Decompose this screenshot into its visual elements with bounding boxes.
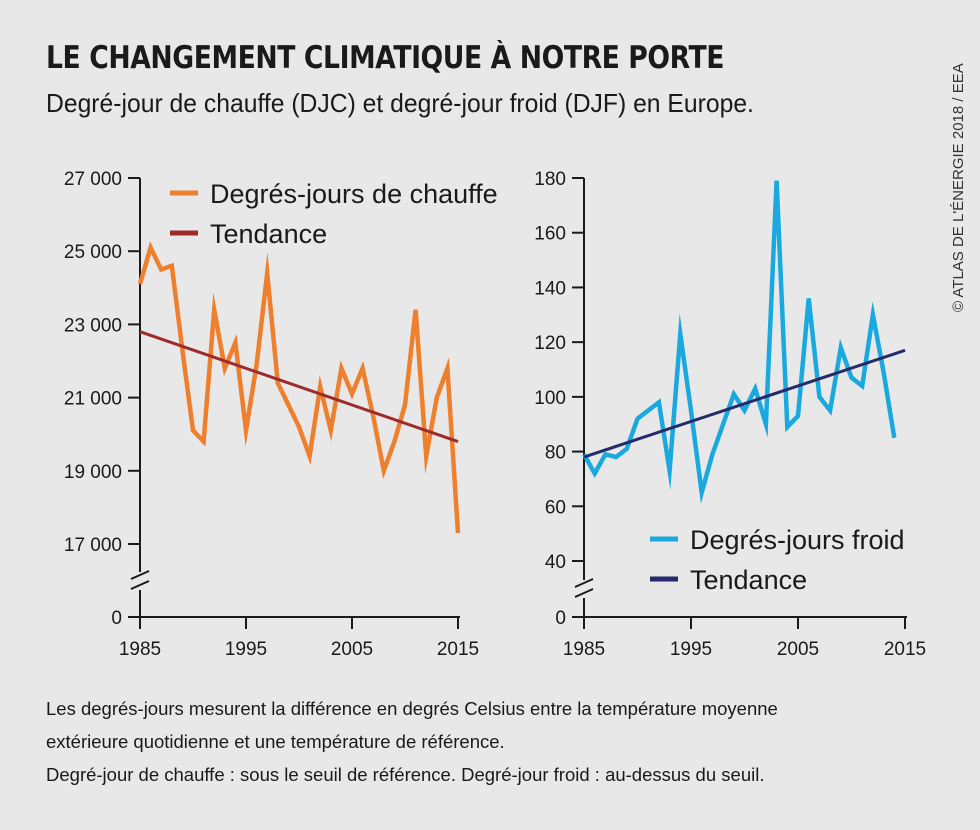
djf-y-tick-label: 160: [534, 224, 566, 245]
djc-y-tick-label: 23 000: [64, 315, 122, 336]
djf-x-tick-label: 2005: [777, 639, 819, 660]
djf-y-tick-label: 180: [534, 169, 566, 190]
djf-x-tick-label: 1985: [563, 639, 605, 660]
djf-trend-line: [583, 348, 906, 459]
djf-y-tick-label: 80: [545, 443, 566, 464]
djc-x-tick-label: 1985: [119, 639, 161, 660]
djc-x-tick-label: 1995: [225, 639, 267, 660]
footnote-line-2: extérieure quotidienne et une températur…: [46, 731, 505, 752]
djc-series-line: [137, 241, 461, 534]
djf-y-tick-label: 100: [534, 388, 566, 409]
djc-trend-line: [139, 330, 459, 443]
djc-y-tick-label: 21 000: [64, 389, 122, 410]
djc-legend-label: Tendance: [210, 219, 327, 249]
djc-legend-label: Degrés-jours de chauffe: [210, 179, 498, 209]
djf-legend-label: Degrés-jours froid: [690, 525, 905, 555]
djf-x-tick-label: 2015: [884, 639, 926, 660]
djf-y-tick-label: 0: [555, 608, 566, 629]
djc-y-tick-label: 27 000: [64, 169, 122, 190]
djc-y-tick-label: 19 000: [64, 462, 122, 483]
djf-axis-break-top: [574, 578, 594, 588]
djf-chart: 0 40 60 80 100 120 140 160 180 1985 1995 2005 2015 De…: [534, 169, 926, 660]
djc-axis-break-top: [130, 570, 150, 580]
djc-y-tick-label: 25 000: [64, 242, 122, 263]
djf-y-tick-label: 40: [545, 552, 566, 573]
footnote-line-1: Les degrés-jours mesurent la différence …: [46, 698, 778, 719]
djf-y-tick-label: 120: [534, 333, 566, 354]
page-title: LE CHANGEMENT CLIMATIQUE À NOTRE PORTE: [46, 40, 725, 76]
djc-y-tick-label: 17 000: [64, 535, 122, 556]
footnote-line-3: Degré-jour de chauffe : sous le seuil de…: [46, 764, 765, 785]
djc-chart: 0 17 000 19 000 21 000 23 000 25 000 27 000 198…: [64, 169, 498, 660]
djf-legend-label: Tendance: [690, 565, 807, 595]
djf-series-line: [582, 180, 897, 504]
page-subtitle: Degré-jour de chauffe (DJC) et degré-jou…: [46, 88, 754, 118]
djc-axis-break-bottom: [130, 580, 150, 590]
djf-y-tick-label: 60: [545, 497, 566, 518]
djc-x-tick-label: 2005: [331, 639, 373, 660]
djc-x-tick-label: 2015: [437, 639, 479, 660]
djf-x-tick-label: 1995: [670, 639, 712, 660]
djf-axis-break-bottom: [574, 588, 594, 598]
djf-y-tick-label: 140: [534, 278, 566, 299]
djc-y-tick-label: 0: [111, 608, 122, 629]
